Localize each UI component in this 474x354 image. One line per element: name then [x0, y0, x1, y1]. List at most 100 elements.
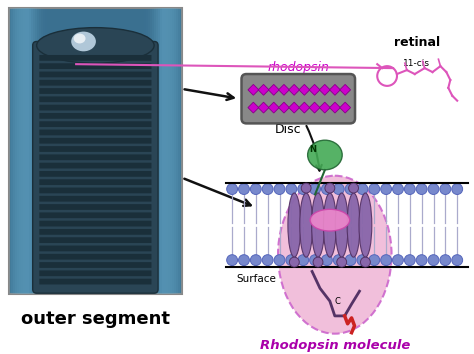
Ellipse shape	[313, 257, 323, 267]
FancyBboxPatch shape	[39, 270, 152, 276]
FancyBboxPatch shape	[15, 8, 35, 294]
Polygon shape	[299, 84, 310, 95]
Circle shape	[428, 255, 439, 266]
FancyBboxPatch shape	[11, 8, 31, 294]
Circle shape	[369, 255, 380, 266]
Circle shape	[428, 184, 439, 194]
Polygon shape	[289, 84, 300, 95]
Polygon shape	[258, 102, 269, 113]
Text: outer segment: outer segment	[21, 310, 170, 328]
FancyBboxPatch shape	[21, 8, 41, 294]
Circle shape	[310, 255, 320, 266]
Polygon shape	[279, 102, 290, 113]
FancyBboxPatch shape	[39, 212, 152, 218]
Polygon shape	[299, 102, 310, 113]
Circle shape	[345, 255, 356, 266]
Polygon shape	[319, 102, 330, 113]
FancyBboxPatch shape	[241, 74, 355, 124]
Ellipse shape	[300, 193, 312, 257]
Circle shape	[333, 184, 344, 194]
Circle shape	[369, 184, 380, 194]
FancyBboxPatch shape	[17, 8, 36, 294]
Text: C: C	[335, 297, 341, 306]
FancyBboxPatch shape	[39, 72, 152, 77]
Polygon shape	[248, 102, 259, 113]
Ellipse shape	[310, 209, 350, 231]
Ellipse shape	[337, 257, 346, 267]
FancyBboxPatch shape	[156, 8, 176, 294]
Circle shape	[286, 184, 297, 194]
Circle shape	[238, 184, 249, 194]
Text: retinal: retinal	[394, 36, 440, 49]
Circle shape	[298, 255, 309, 266]
FancyBboxPatch shape	[19, 8, 38, 294]
Text: Surface: Surface	[236, 274, 276, 285]
FancyBboxPatch shape	[33, 41, 158, 293]
Polygon shape	[268, 84, 279, 95]
FancyBboxPatch shape	[152, 8, 172, 294]
FancyBboxPatch shape	[39, 88, 152, 94]
Ellipse shape	[73, 34, 85, 44]
FancyBboxPatch shape	[39, 138, 152, 144]
FancyBboxPatch shape	[39, 246, 152, 251]
Polygon shape	[309, 84, 320, 95]
Ellipse shape	[325, 183, 335, 193]
Ellipse shape	[290, 257, 299, 267]
Ellipse shape	[311, 193, 324, 257]
Ellipse shape	[71, 32, 96, 51]
Circle shape	[404, 255, 415, 266]
Circle shape	[250, 184, 261, 194]
Ellipse shape	[335, 193, 348, 257]
FancyBboxPatch shape	[39, 63, 152, 69]
FancyBboxPatch shape	[39, 55, 152, 61]
FancyBboxPatch shape	[39, 179, 152, 185]
Circle shape	[286, 255, 297, 266]
Circle shape	[274, 184, 285, 194]
FancyBboxPatch shape	[39, 229, 152, 235]
Circle shape	[416, 255, 427, 266]
Circle shape	[227, 255, 237, 266]
FancyBboxPatch shape	[39, 121, 152, 127]
Polygon shape	[340, 84, 351, 95]
FancyBboxPatch shape	[39, 163, 152, 169]
Polygon shape	[329, 84, 340, 95]
Ellipse shape	[301, 183, 311, 193]
FancyBboxPatch shape	[39, 96, 152, 102]
Polygon shape	[279, 84, 290, 95]
FancyBboxPatch shape	[39, 279, 152, 285]
Circle shape	[392, 255, 403, 266]
FancyBboxPatch shape	[39, 204, 152, 210]
Ellipse shape	[288, 193, 301, 257]
Text: N: N	[309, 145, 316, 154]
FancyBboxPatch shape	[39, 146, 152, 152]
Circle shape	[250, 255, 261, 266]
FancyBboxPatch shape	[39, 113, 152, 119]
FancyBboxPatch shape	[39, 237, 152, 243]
Circle shape	[227, 184, 237, 194]
FancyBboxPatch shape	[160, 8, 180, 294]
Text: Disc: Disc	[275, 124, 302, 136]
Text: Rhodopsin molecule: Rhodopsin molecule	[260, 339, 410, 352]
Text: rhodopsin: rhodopsin	[267, 61, 329, 74]
Circle shape	[440, 184, 451, 194]
Circle shape	[440, 255, 451, 266]
Circle shape	[238, 255, 249, 266]
FancyBboxPatch shape	[4, 0, 472, 349]
Circle shape	[416, 184, 427, 194]
FancyBboxPatch shape	[39, 262, 152, 268]
Circle shape	[274, 255, 285, 266]
Circle shape	[392, 184, 403, 194]
Ellipse shape	[347, 193, 360, 257]
Circle shape	[333, 255, 344, 266]
Polygon shape	[268, 102, 279, 113]
Polygon shape	[309, 102, 320, 113]
Circle shape	[357, 184, 368, 194]
FancyBboxPatch shape	[39, 254, 152, 259]
Circle shape	[262, 255, 273, 266]
Ellipse shape	[278, 176, 392, 334]
Circle shape	[452, 255, 463, 266]
Ellipse shape	[308, 140, 342, 170]
Circle shape	[321, 255, 332, 266]
Polygon shape	[258, 84, 269, 95]
FancyBboxPatch shape	[39, 188, 152, 193]
